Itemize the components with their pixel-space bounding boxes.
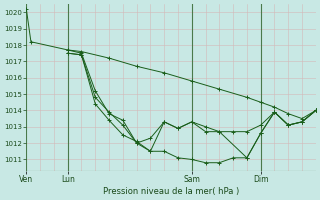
- X-axis label: Pression niveau de la mer( hPa ): Pression niveau de la mer( hPa ): [103, 187, 239, 196]
